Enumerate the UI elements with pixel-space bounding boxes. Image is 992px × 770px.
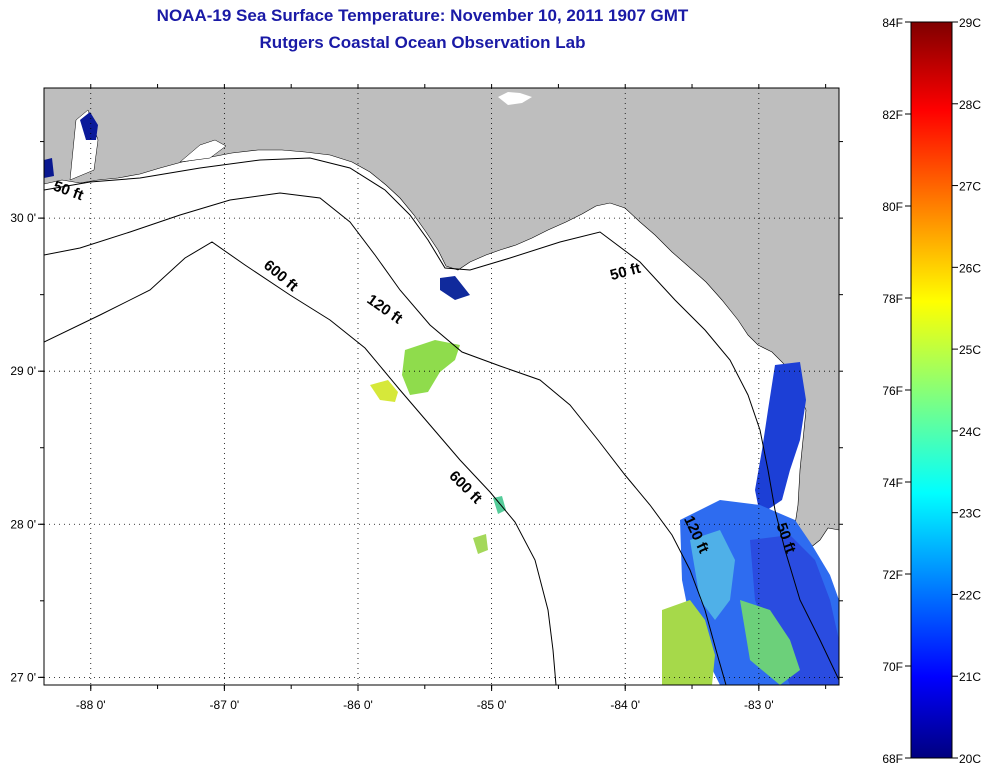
inland-lake bbox=[498, 92, 532, 105]
sst-patch bbox=[740, 600, 800, 685]
sst-patch bbox=[402, 340, 460, 395]
colorbar-c-label: 26C bbox=[959, 261, 981, 275]
map-subtitle: Rutgers Coastal Ocean Observation Lab bbox=[259, 33, 586, 52]
lon-tick-label: -85 0' bbox=[477, 698, 507, 712]
contour-600ft bbox=[44, 241, 557, 685]
colorbar-f-label: 78F bbox=[882, 292, 903, 306]
map-title: NOAA-19 Sea Surface Temperature: Novembe… bbox=[156, 6, 689, 25]
sst-patch bbox=[493, 496, 506, 514]
lon-tick-label: -87 0' bbox=[210, 698, 240, 712]
colorbar-f-label: 82F bbox=[882, 108, 903, 122]
colorbar-f-label: 84F bbox=[882, 16, 903, 30]
sst-patch bbox=[690, 530, 735, 620]
map-frame bbox=[43, 87, 840, 686]
lat-tick-label: 28 0' bbox=[10, 517, 36, 531]
colorbar-f-label: 80F bbox=[882, 200, 903, 214]
colorbar-c-label: 23C bbox=[959, 507, 981, 521]
lat-tick-label: 30 0' bbox=[10, 211, 36, 225]
colorbar-c-label: 27C bbox=[959, 180, 981, 194]
colorbar-c-label: 28C bbox=[959, 98, 981, 112]
land bbox=[44, 88, 839, 549]
map-ticks: -88 0' -87 0' -86 0' -85 0' -84 0' -83 0' 30 0… bbox=[10, 84, 843, 712]
colorbar-c-label: 25C bbox=[959, 343, 981, 357]
contour-120ft bbox=[44, 192, 727, 685]
sst-patch bbox=[44, 158, 54, 178]
sst-patch bbox=[80, 112, 98, 140]
sst-patch bbox=[750, 535, 839, 685]
colorbar-f-label: 72F bbox=[882, 568, 903, 582]
colorbar-f-label: 70F bbox=[882, 660, 903, 674]
colorbar-c-label: 24C bbox=[959, 425, 981, 439]
colorbar-c-label: 21C bbox=[959, 670, 981, 684]
colorbar-c-label: 29C bbox=[959, 16, 981, 30]
contour-50ft bbox=[44, 157, 839, 681]
sst-patch bbox=[473, 534, 488, 554]
colorbar-f-label: 68F bbox=[882, 752, 903, 766]
sst-patch bbox=[370, 380, 398, 402]
lon-tick-label: -84 0' bbox=[610, 698, 640, 712]
sst-patch bbox=[440, 276, 470, 300]
lon-tick-label: -88 0' bbox=[76, 698, 106, 712]
lon-tick-label: -83 0' bbox=[744, 698, 774, 712]
colorbar-labels: 84F 82F 80F 78F 76F 74F 72F 70F 68F 29C 28C 27C 26C 2… bbox=[882, 16, 981, 766]
lat-tick-label: 27 0' bbox=[10, 670, 36, 684]
colorbar-f-label: 74F bbox=[882, 476, 903, 490]
lon-tick-label: -86 0' bbox=[343, 698, 373, 712]
colorbar-f-label: 76F bbox=[882, 384, 903, 398]
sst-patch bbox=[755, 362, 806, 515]
colorbar bbox=[910, 21, 953, 759]
colorbar-c-label: 22C bbox=[959, 588, 981, 602]
sst-patch bbox=[662, 600, 715, 685]
lat-tick-label: 29 0' bbox=[10, 364, 36, 378]
bay bbox=[179, 139, 227, 163]
colorbar-c-label: 20C bbox=[959, 752, 981, 766]
